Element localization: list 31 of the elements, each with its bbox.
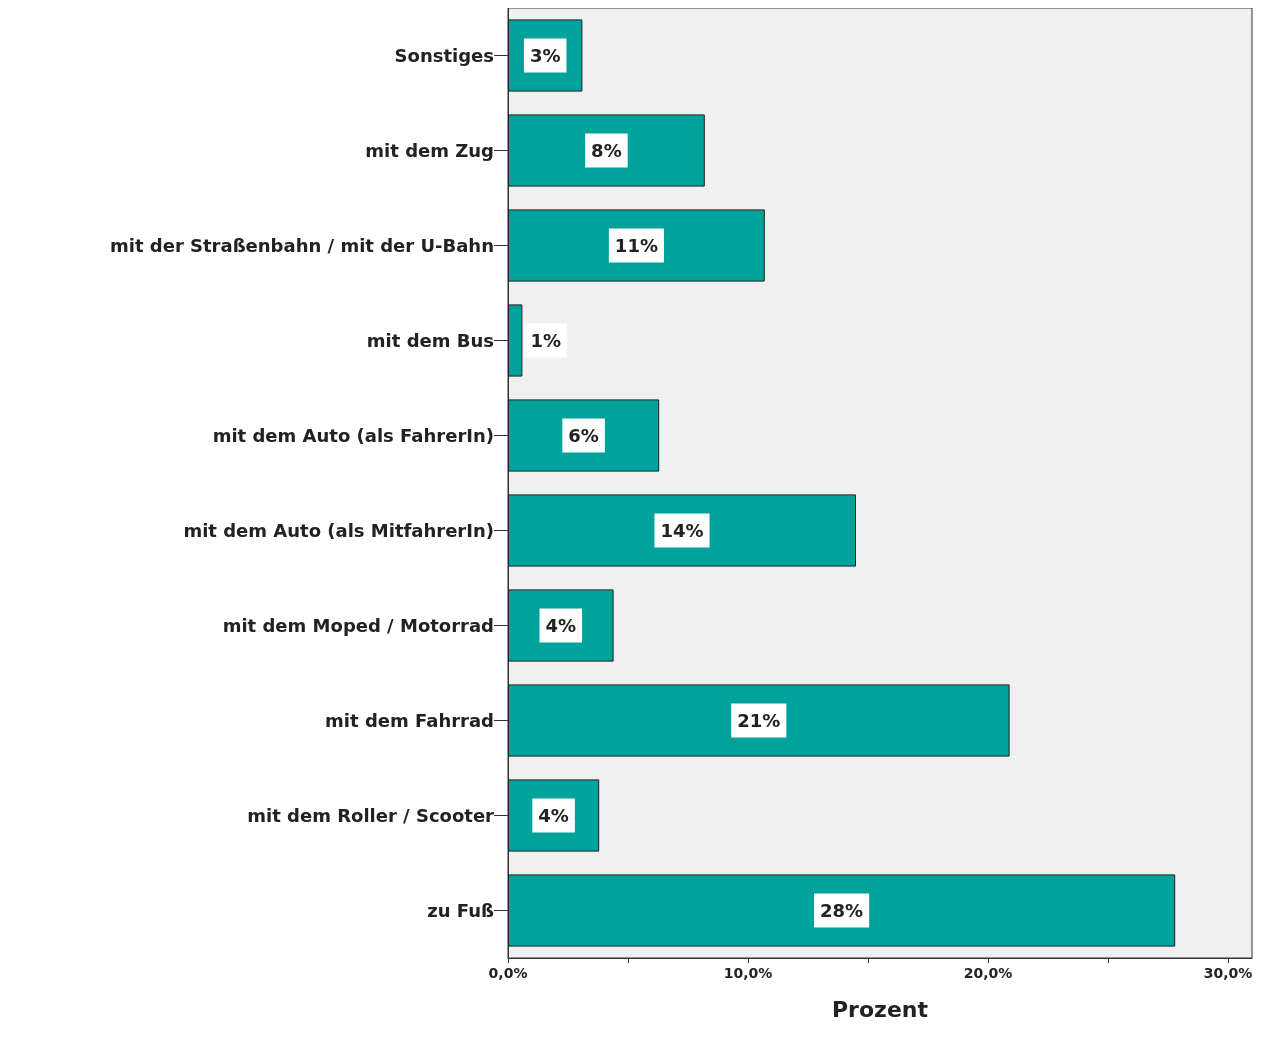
- data-label: 4%: [545, 615, 577, 636]
- y-tick-label: zu Fuß: [427, 900, 495, 921]
- x-tick-label: 0,0%: [488, 965, 528, 981]
- data-label: 8%: [591, 140, 622, 161]
- y-tick-label: mit dem Bus: [366, 330, 494, 351]
- data-label: 11%: [614, 235, 658, 256]
- y-tick-label: mit dem Zug: [365, 140, 494, 161]
- data-label: 1%: [530, 330, 561, 351]
- bar: [508, 874, 1176, 947]
- y-tick-label: Sonstiges: [394, 45, 494, 66]
- x-tick-label: 10,0%: [723, 965, 773, 981]
- data-label: 21%: [737, 710, 781, 731]
- bar: [508, 114, 705, 187]
- bar: [508, 304, 523, 377]
- bar: [508, 684, 1010, 757]
- bar: [508, 209, 765, 282]
- data-label: 3%: [529, 45, 561, 66]
- x-axis-title: Prozent: [832, 996, 929, 1022]
- y-tick-label: mit dem Roller / Scooter: [247, 805, 495, 826]
- data-label: 6%: [568, 425, 599, 446]
- data-label: 14%: [660, 520, 704, 541]
- data-label: 4%: [538, 805, 569, 826]
- y-tick-label: mit dem Moped / Motorrad: [222, 615, 494, 636]
- x-tick-label: 30,0%: [1203, 965, 1253, 981]
- x-tick-label: 20,0%: [963, 965, 1013, 981]
- y-tick-label: mit der Straßenbahn / mit der U-Bahn: [110, 235, 494, 256]
- y-tick-label: mit dem Auto (als MitfahrerIn): [183, 520, 494, 541]
- y-tick-label: mit dem Auto (als FahrerIn): [212, 425, 494, 446]
- bar: [508, 494, 856, 567]
- data-label: 28%: [820, 900, 864, 921]
- y-tick-label: mit dem Fahrrad: [325, 710, 494, 731]
